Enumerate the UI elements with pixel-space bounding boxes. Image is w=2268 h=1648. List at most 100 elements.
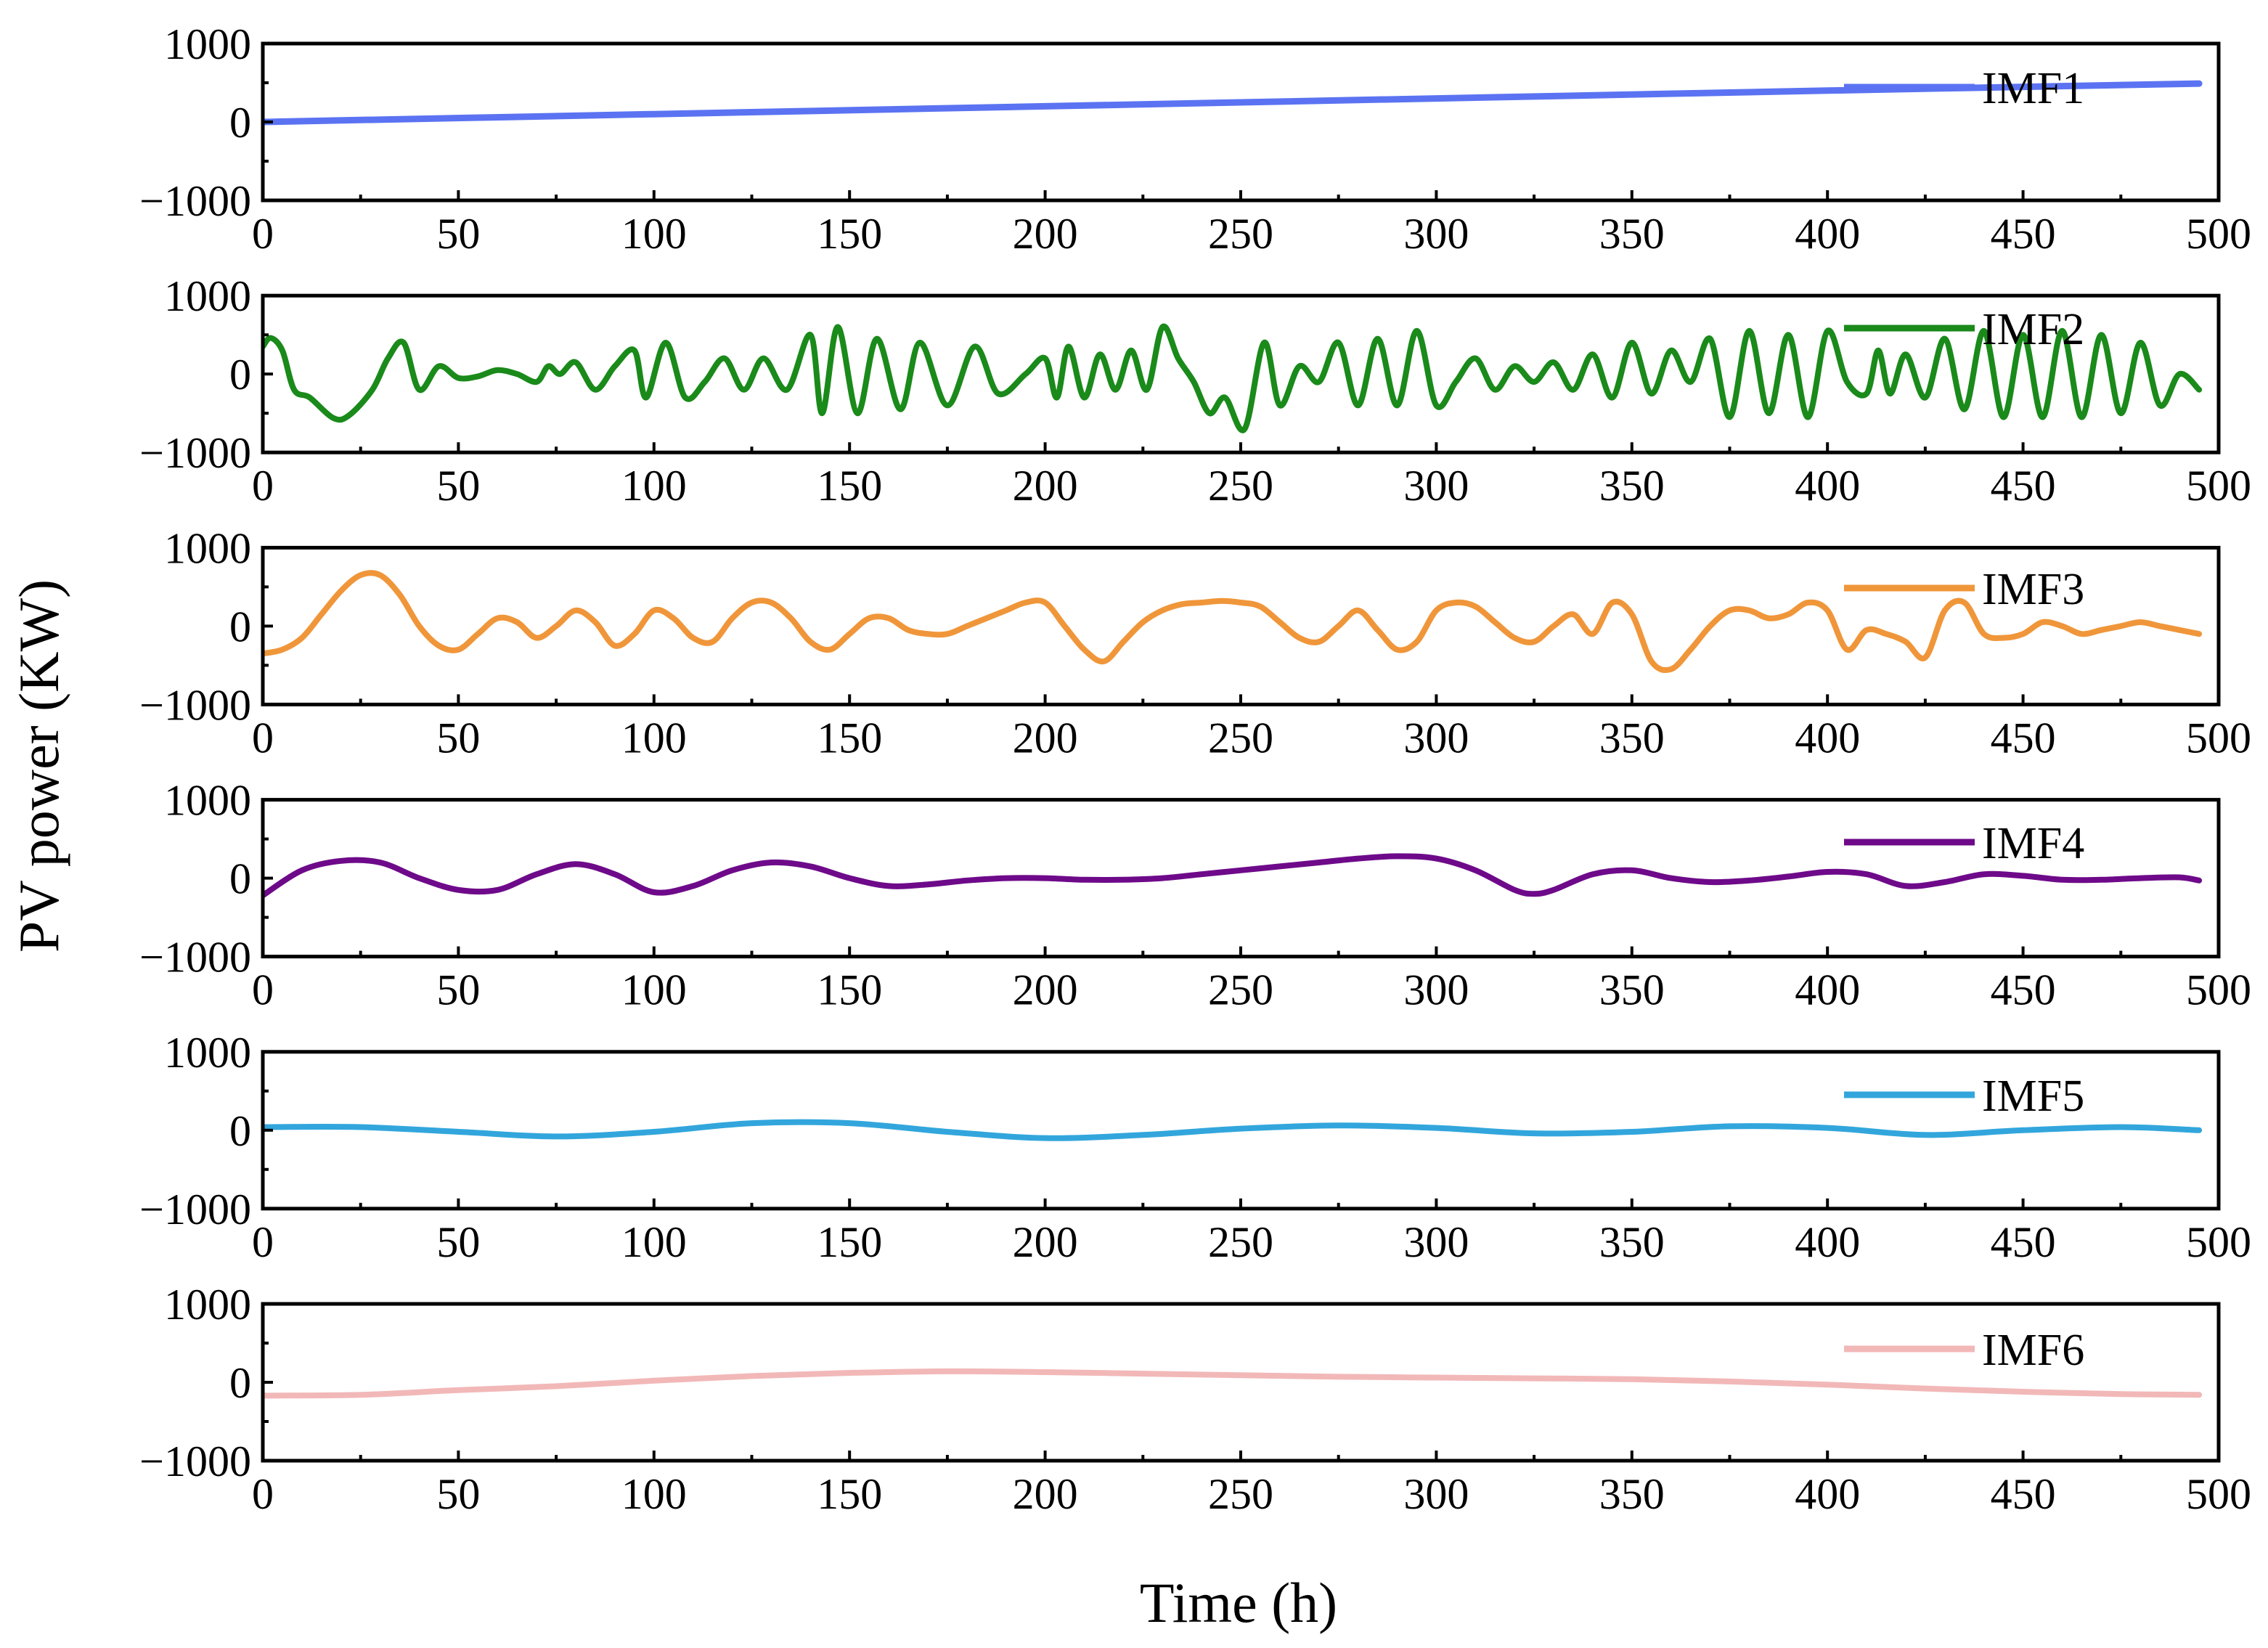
- legend-label-imf1: IMF1: [1982, 64, 2084, 113]
- x-tick-label: 350: [1599, 462, 1665, 510]
- x-tick-label: 500: [2186, 462, 2251, 510]
- x-tick-label: 100: [621, 966, 687, 1014]
- x-tick-label: 400: [1795, 714, 1860, 762]
- y-tick-label: 0: [229, 1107, 251, 1155]
- y-tick-label: 1000: [164, 1281, 251, 1329]
- x-tick-label: 100: [621, 1470, 687, 1518]
- x-tick-label: 500: [2186, 1470, 2251, 1518]
- y-tick-label: −1000: [139, 1437, 251, 1485]
- x-tick-label: 200: [1013, 210, 1078, 258]
- y-tick-label: 0: [229, 1359, 251, 1407]
- x-tick-label: 450: [1991, 462, 2056, 510]
- legend-label-imf5: IMF5: [1982, 1072, 2084, 1121]
- x-tick-label: 100: [621, 210, 687, 258]
- x-tick-label: 50: [436, 1470, 480, 1518]
- y-axis-title: PV power (KW): [7, 579, 70, 953]
- x-tick-label: 150: [817, 210, 882, 258]
- x-tick-label: 100: [621, 462, 687, 510]
- x-tick-label: 200: [1013, 714, 1078, 762]
- x-tick-label: 400: [1795, 966, 1860, 1014]
- panel-imf6: 0 50 100 150 200 250 300 350 400 450 500−100001000…: [139, 1281, 2251, 1518]
- series-line-imf2: [263, 323, 2203, 433]
- y-tick-label: 1000: [164, 1029, 251, 1077]
- y-tick-label: 0: [229, 855, 251, 903]
- y-tick-label: 1000: [164, 524, 251, 572]
- x-tick-label: 150: [817, 1470, 882, 1518]
- x-tick-label: 150: [817, 462, 882, 510]
- x-tick-label: 500: [2186, 966, 2251, 1014]
- series-line-imf3: [263, 570, 2203, 674]
- x-tick-label: 50: [436, 966, 480, 1014]
- series-line-imf6: [263, 1368, 2203, 1399]
- x-tick-label: 300: [1403, 1470, 1469, 1518]
- x-tick-label: 400: [1795, 462, 1860, 510]
- y-tick-label: 0: [229, 603, 251, 650]
- x-tick-label: 150: [817, 1218, 882, 1266]
- x-tick-label: 300: [1403, 210, 1469, 258]
- x-tick-label: 50: [436, 1218, 480, 1266]
- series-line-imf4: [263, 853, 2203, 899]
- x-tick-label: 400: [1795, 210, 1860, 258]
- series-line-imf5: [263, 1119, 2203, 1141]
- x-tick-label: 0: [252, 1218, 274, 1266]
- x-tick-label: 150: [817, 714, 882, 762]
- x-tick-label: 350: [1599, 966, 1665, 1014]
- x-tick-label: 300: [1403, 714, 1469, 762]
- panel-imf5: 0 50 100 150 200 250 300 350 400 450 500−100001000…: [139, 1029, 2251, 1266]
- x-tick-label: 0: [252, 1470, 274, 1518]
- panel-imf2: 0 50 100 150 200 250 300 350 400 450 500−100001000…: [139, 272, 2251, 510]
- legend-label-imf2: IMF2: [1982, 305, 2084, 354]
- panel-imf4: 0 50 100 150 200 250 300 350 400 450 500−100001000…: [139, 777, 2251, 1014]
- plot-frame: [261, 1302, 2221, 1463]
- x-tick-label: 350: [1599, 1470, 1665, 1518]
- y-tick-label: −1000: [139, 681, 251, 729]
- x-tick-label: 100: [621, 714, 687, 762]
- x-tick-label: 50: [436, 210, 480, 258]
- x-tick-label: 200: [1013, 1218, 1078, 1266]
- legend-label-imf6: IMF6: [1982, 1326, 2084, 1375]
- x-tick-label: 300: [1403, 462, 1469, 510]
- x-tick-label: 50: [436, 462, 480, 510]
- plot-frame: [261, 798, 2221, 959]
- x-tick-label: 150: [817, 966, 882, 1014]
- x-tick-label: 200: [1013, 462, 1078, 510]
- x-tick-label: 250: [1208, 462, 1273, 510]
- x-tick-label: 50: [436, 714, 480, 762]
- x-axis-title: Time (h): [1140, 1571, 1337, 1634]
- x-tick-label: 400: [1795, 1470, 1860, 1518]
- x-tick-label: 450: [1991, 210, 2056, 258]
- x-tick-label: 450: [1991, 1218, 2056, 1266]
- x-tick-label: 300: [1403, 1218, 1469, 1266]
- x-tick-label: 450: [1991, 966, 2056, 1014]
- y-tick-label: 1000: [164, 20, 251, 68]
- legend-label-imf4: IMF4: [1982, 819, 2084, 868]
- y-tick-label: −1000: [139, 934, 251, 982]
- x-tick-label: 250: [1208, 210, 1273, 258]
- x-tick-label: 200: [1013, 966, 1078, 1014]
- panel-imf1: 0 50 100 150 200 250 300 350 400 450 500−100001000…: [139, 20, 2251, 258]
- x-tick-label: 350: [1599, 714, 1665, 762]
- y-tick-label: −1000: [139, 177, 251, 225]
- panel-imf3: 0 50 100 150 200 250 300 350 400 450 500−100001000…: [139, 524, 2251, 762]
- x-tick-label: 0: [252, 966, 274, 1014]
- x-tick-label: 500: [2186, 1218, 2251, 1266]
- y-tick-label: 0: [229, 99, 251, 147]
- x-tick-label: 500: [2186, 714, 2251, 762]
- x-tick-label: 250: [1208, 714, 1273, 762]
- x-tick-label: 350: [1599, 210, 1665, 258]
- x-tick-label: 0: [252, 462, 274, 510]
- y-tick-label: −1000: [139, 1186, 251, 1233]
- x-tick-label: 400: [1795, 1218, 1860, 1266]
- x-tick-label: 300: [1403, 966, 1469, 1014]
- x-tick-label: 500: [2186, 210, 2251, 258]
- legend-label-imf3: IMF3: [1982, 565, 2084, 614]
- y-tick-label: 1000: [164, 272, 251, 320]
- y-tick-label: 1000: [164, 777, 251, 825]
- x-tick-label: 0: [252, 714, 274, 762]
- x-tick-label: 200: [1013, 1470, 1078, 1518]
- x-tick-label: 100: [621, 1218, 687, 1266]
- x-tick-label: 250: [1208, 966, 1273, 1014]
- y-tick-label: 0: [229, 351, 251, 399]
- x-tick-label: 450: [1991, 1470, 2056, 1518]
